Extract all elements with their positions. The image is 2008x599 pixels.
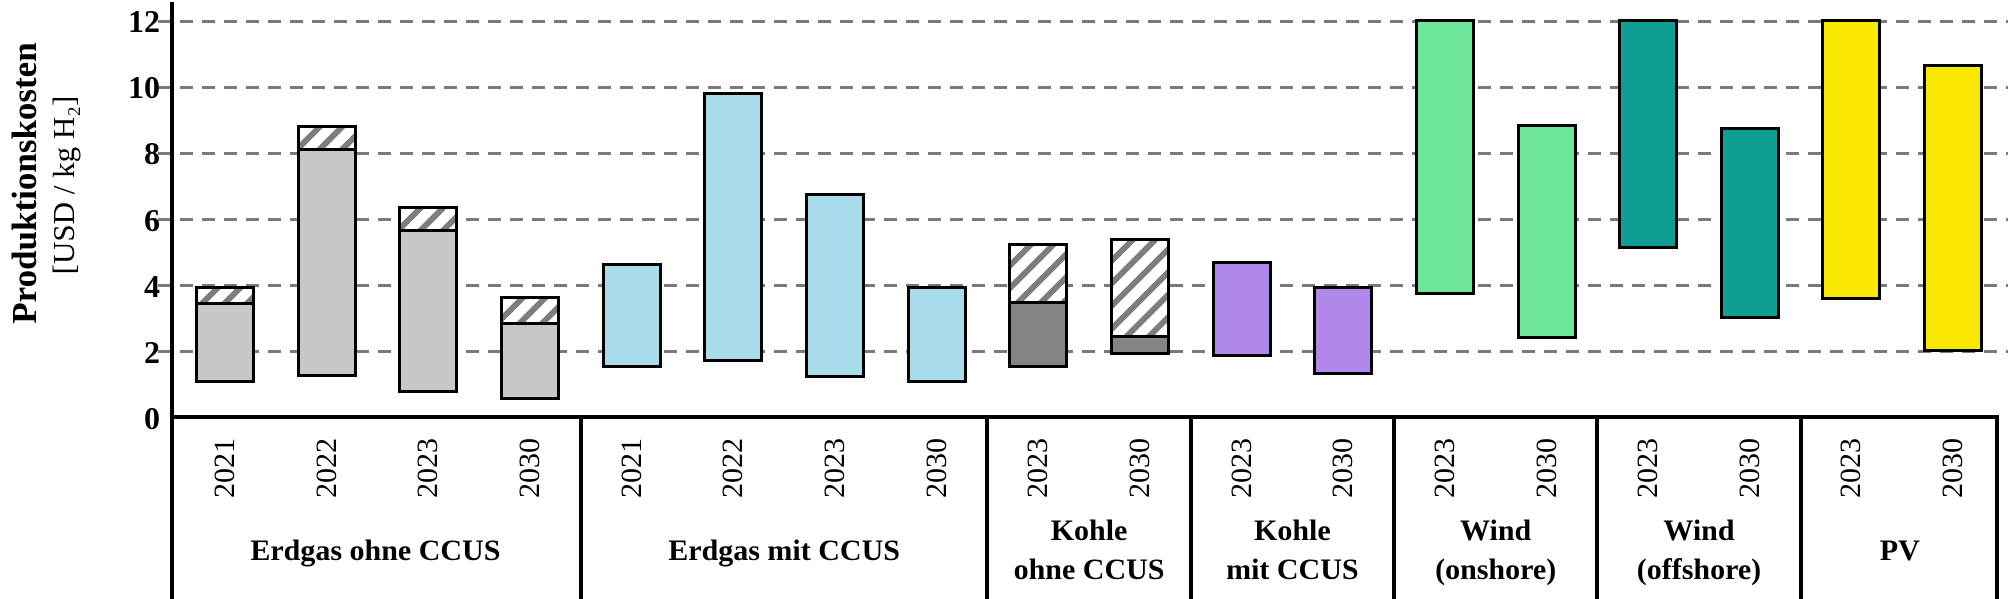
bar-wind-onshore-2030 xyxy=(1516,123,1577,339)
bar-kohle-mit-ccus-2030 xyxy=(1313,285,1374,375)
gridline-6 xyxy=(158,218,2008,221)
x-year-label-erdgas-ohne-ccus-2030: 2030 xyxy=(513,438,546,498)
x-year-label-erdgas-mit-ccus-2022: 2022 xyxy=(716,438,750,498)
bar-erdgas-ohne-ccus-2021 xyxy=(195,285,255,384)
x-year-label-kohle-mit-ccus-2030: 2030 xyxy=(1326,438,1360,498)
x-year-label-erdgas-mit-ccus-2030: 2030 xyxy=(919,438,953,498)
group-label-kohle-ohne-ccus: Kohle ohne CCUS xyxy=(1013,514,1165,586)
group-separator-6 xyxy=(1798,415,1803,599)
group-label-erdgas-mit-ccus: Erdgas mit CCUS xyxy=(668,533,900,567)
x-year-label-kohle-mit-ccus-2023: 2023 xyxy=(1224,438,1258,498)
x-year-label-erdgas-ohne-ccus-2021: 2021 xyxy=(208,438,241,498)
group-label-erdgas-ohne-ccus: Erdgas ohne CCUS xyxy=(250,533,501,567)
x-axis-line xyxy=(170,415,1999,419)
group-separator-1 xyxy=(578,415,583,599)
bar-solid-segment-kohle-ohne-ccus-2023 xyxy=(1011,303,1066,366)
gridline-12 xyxy=(158,19,2008,23)
group-label-kohle-mit-ccus: Kohle mit CCUS xyxy=(1226,514,1359,586)
x-year-label-kohle-ohne-ccus-2023: 2023 xyxy=(1021,438,1055,498)
bar-wind-offshore-2030 xyxy=(1719,126,1780,319)
bottom-panel-right-border xyxy=(1995,415,1999,599)
y-tick-label-0: 0 xyxy=(144,400,160,436)
x-year-label-wind-onshore-2030: 2030 xyxy=(1529,438,1563,498)
group-separator-5 xyxy=(1595,415,1600,599)
y-tick-label-2: 2 xyxy=(144,333,160,370)
bar-kohle-ohne-ccus-2023 xyxy=(1008,242,1069,369)
x-year-label-wind-offshore-2030: 2030 xyxy=(1732,438,1766,498)
bar-erdgas-mit-ccus-2021 xyxy=(601,262,662,369)
group-separator-4 xyxy=(1392,415,1396,599)
x-year-label-kohle-ohne-ccus-2030: 2030 xyxy=(1122,438,1156,498)
gridline-8 xyxy=(158,151,2008,155)
x-year-label-erdgas-mit-ccus-2023: 2023 xyxy=(817,438,851,498)
bar-solid-segment-erdgas-ohne-ccus-2021 xyxy=(198,305,252,381)
gridline-4 xyxy=(158,284,2008,288)
bar-erdgas-ohne-ccus-2023 xyxy=(398,206,459,394)
bar-erdgas-ohne-ccus-2022 xyxy=(296,125,357,377)
bar-solid-segment-erdgas-ohne-ccus-2023 xyxy=(401,232,456,391)
bar-erdgas-mit-ccus-2023 xyxy=(804,193,865,379)
bar-solid-segment-erdgas-ohne-ccus-2022 xyxy=(299,151,354,374)
x-year-label-pv-2023: 2023 xyxy=(1834,438,1868,498)
group-separator-2 xyxy=(985,415,990,599)
bar-kohle-mit-ccus-2023 xyxy=(1211,260,1272,357)
x-year-label-wind-onshore-2023: 2023 xyxy=(1427,438,1461,498)
x-year-label-erdgas-ohne-ccus-2023: 2023 xyxy=(411,438,445,498)
bar-solid-segment-kohle-ohne-ccus-2030 xyxy=(1112,338,1167,353)
y-tick-label-12: 12 xyxy=(128,3,160,39)
y-axis-line xyxy=(170,2,174,599)
bar-kohle-ohne-ccus-2030 xyxy=(1109,237,1170,356)
group-label-wind-offshore: Wind (offshore) xyxy=(1636,514,1762,586)
bar-solid-segment-erdgas-ohne-ccus-2030 xyxy=(503,325,557,397)
y-tick-label-8: 8 xyxy=(144,135,160,172)
bar-pv-2023 xyxy=(1821,19,1882,301)
y-tick-label-4: 4 xyxy=(144,267,160,304)
x-year-label-pv-2030: 2030 xyxy=(1936,438,1970,498)
x-year-label-wind-offshore-2023: 2023 xyxy=(1631,438,1665,498)
bar-hatch-segment-erdgas-ohne-ccus-2021 xyxy=(198,288,252,306)
bar-wind-offshore-2023 xyxy=(1618,19,1679,250)
bar-wind-onshore-2023 xyxy=(1414,19,1475,296)
group-label-wind-onshore: Wind (onshore) xyxy=(1435,514,1557,586)
y-tick-label-10: 10 xyxy=(128,69,160,106)
bar-erdgas-ohne-ccus-2030 xyxy=(500,295,560,400)
gridline-2 xyxy=(158,350,2008,354)
bar-hatch-segment-erdgas-ohne-ccus-2023 xyxy=(401,209,456,233)
bar-erdgas-mit-ccus-2022 xyxy=(703,92,764,362)
bar-erdgas-mit-ccus-2030 xyxy=(906,285,967,384)
group-label-pv: PV xyxy=(1879,533,1920,567)
x-year-label-erdgas-mit-ccus-2021: 2021 xyxy=(614,438,648,498)
bar-pv-2030 xyxy=(1923,64,1984,352)
gridline-10 xyxy=(158,85,2008,89)
bar-hatch-segment-erdgas-ohne-ccus-2030 xyxy=(503,298,557,326)
bar-hatch-segment-kohle-ohne-ccus-2030 xyxy=(1112,240,1167,339)
bar-hatch-segment-kohle-ohne-ccus-2023 xyxy=(1011,245,1066,304)
y-tick-label-6: 6 xyxy=(144,201,160,238)
bar-hatch-segment-erdgas-ohne-ccus-2022 xyxy=(299,128,354,152)
group-separator-3 xyxy=(1188,415,1193,599)
x-year-label-erdgas-ohne-ccus-2022: 2022 xyxy=(309,438,343,498)
